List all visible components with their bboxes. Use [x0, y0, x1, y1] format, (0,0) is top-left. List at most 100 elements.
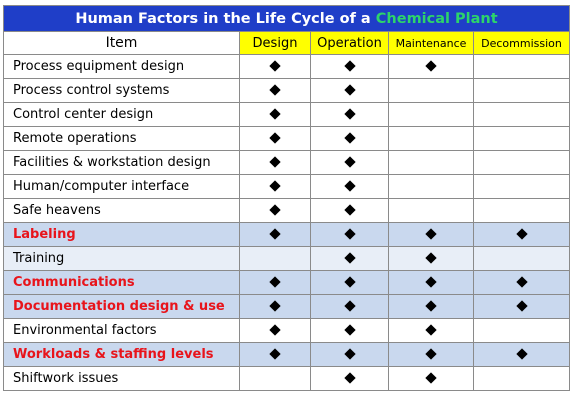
- cell-decommission: [472, 150, 571, 175]
- cell-design: [239, 270, 311, 295]
- row-label: Documentation design & use: [3, 294, 240, 319]
- cell-design: [239, 198, 311, 223]
- cell-design: [239, 246, 311, 271]
- diamond-icon: [269, 204, 281, 216]
- cell-operation: [310, 78, 389, 103]
- cell-operation: [310, 342, 389, 367]
- cell-maintenance: [388, 270, 474, 295]
- table-row: Shiftwork issues: [3, 366, 571, 391]
- cell-operation: [310, 222, 389, 247]
- matrix-body: Process equipment design Process control …: [3, 54, 571, 391]
- cell-decommission: [472, 78, 571, 103]
- table-row: Control center design: [3, 102, 571, 127]
- matrix-table: Human Factors in the Life Cycle of a Che…: [2, 5, 571, 391]
- cell-design: [239, 78, 311, 103]
- diamond-icon: [343, 300, 356, 312]
- cell-maintenance: [388, 342, 474, 367]
- diamond-icon: [343, 228, 356, 240]
- cell-maintenance: [388, 54, 474, 79]
- cell-operation: [310, 246, 389, 271]
- cell-decommission: [472, 246, 571, 271]
- table-row: Facilities & workstation design: [3, 150, 571, 175]
- diamond-icon: [515, 300, 528, 312]
- diamond-icon: [269, 60, 281, 72]
- cell-operation: [310, 318, 389, 343]
- diamond-icon: [343, 60, 356, 72]
- cell-design: [239, 126, 311, 151]
- cell-operation: [310, 270, 389, 295]
- cell-maintenance: [388, 126, 474, 151]
- cell-maintenance: [388, 294, 474, 319]
- diamond-icon: [343, 252, 356, 264]
- cell-design: [239, 150, 311, 175]
- diamond-icon: [343, 84, 356, 96]
- cell-maintenance: [388, 366, 474, 391]
- table-row: Remote operations: [3, 126, 571, 151]
- diamond-icon: [343, 204, 356, 216]
- table-row: Labeling: [3, 222, 571, 247]
- cell-maintenance: [388, 222, 474, 247]
- cell-decommission: [472, 198, 571, 223]
- cell-decommission: [472, 102, 571, 127]
- cell-decommission: [472, 174, 571, 199]
- diamond-icon: [343, 180, 356, 192]
- cell-decommission: [472, 222, 571, 247]
- cell-operation: [310, 366, 389, 391]
- cell-operation: [310, 150, 389, 175]
- column-header-item: Item: [3, 31, 240, 55]
- diamond-icon: [269, 348, 281, 360]
- diamond-icon: [515, 276, 528, 288]
- diamond-icon: [343, 372, 356, 384]
- diamond-icon: [425, 324, 437, 336]
- diamond-icon: [343, 348, 356, 360]
- cell-design: [239, 102, 311, 127]
- table-row: Documentation design & use: [3, 294, 571, 319]
- cell-operation: [310, 198, 389, 223]
- cell-decommission: [472, 294, 571, 319]
- table-row: Human/computer interface: [3, 174, 571, 199]
- cell-decommission: [472, 366, 571, 391]
- diamond-icon: [269, 300, 281, 312]
- table-row: Safe heavens: [3, 198, 571, 223]
- diamond-icon: [269, 132, 281, 144]
- cell-maintenance: [388, 174, 474, 199]
- row-label: Environmental factors: [3, 318, 240, 343]
- life-cycle-matrix: Human Factors in the Life Cycle of a Che…: [2, 5, 571, 391]
- cell-maintenance: [388, 150, 474, 175]
- column-header-decommission: Decommission: [472, 31, 571, 55]
- diamond-icon: [425, 276, 437, 288]
- cell-decommission: [472, 126, 571, 151]
- cell-operation: [310, 102, 389, 127]
- cell-maintenance: [388, 198, 474, 223]
- diamond-icon: [343, 276, 356, 288]
- table-title: Human Factors in the Life Cycle of a Che…: [2, 5, 571, 32]
- diamond-icon: [269, 324, 281, 336]
- row-label: Workloads & staffing levels: [3, 342, 240, 367]
- row-label: Process equipment design: [3, 54, 240, 79]
- cell-maintenance: [388, 78, 474, 103]
- row-label: Shiftwork issues: [3, 366, 240, 391]
- row-label: Labeling: [3, 222, 240, 247]
- cell-operation: [310, 126, 389, 151]
- cell-design: [239, 174, 311, 199]
- diamond-icon: [343, 132, 356, 144]
- row-label: Safe heavens: [3, 198, 240, 223]
- diamond-icon: [269, 156, 281, 168]
- cell-decommission: [472, 318, 571, 343]
- cell-maintenance: [388, 318, 474, 343]
- diamond-icon: [343, 108, 356, 120]
- table-row: Process equipment design: [3, 54, 571, 79]
- row-label: Process control systems: [3, 78, 240, 103]
- diamond-icon: [269, 228, 281, 240]
- column-header-design: Design: [239, 31, 311, 55]
- cell-design: [239, 318, 311, 343]
- cell-decommission: [472, 54, 571, 79]
- column-header-maintenance: Maintenance: [388, 31, 474, 55]
- row-label: Facilities & workstation design: [3, 150, 240, 175]
- diamond-icon: [269, 108, 281, 120]
- title-accent: Chemical Plant: [375, 10, 498, 27]
- diamond-icon: [515, 348, 528, 360]
- diamond-icon: [343, 324, 356, 336]
- table-row: Environmental factors: [3, 318, 571, 343]
- diamond-icon: [269, 84, 281, 96]
